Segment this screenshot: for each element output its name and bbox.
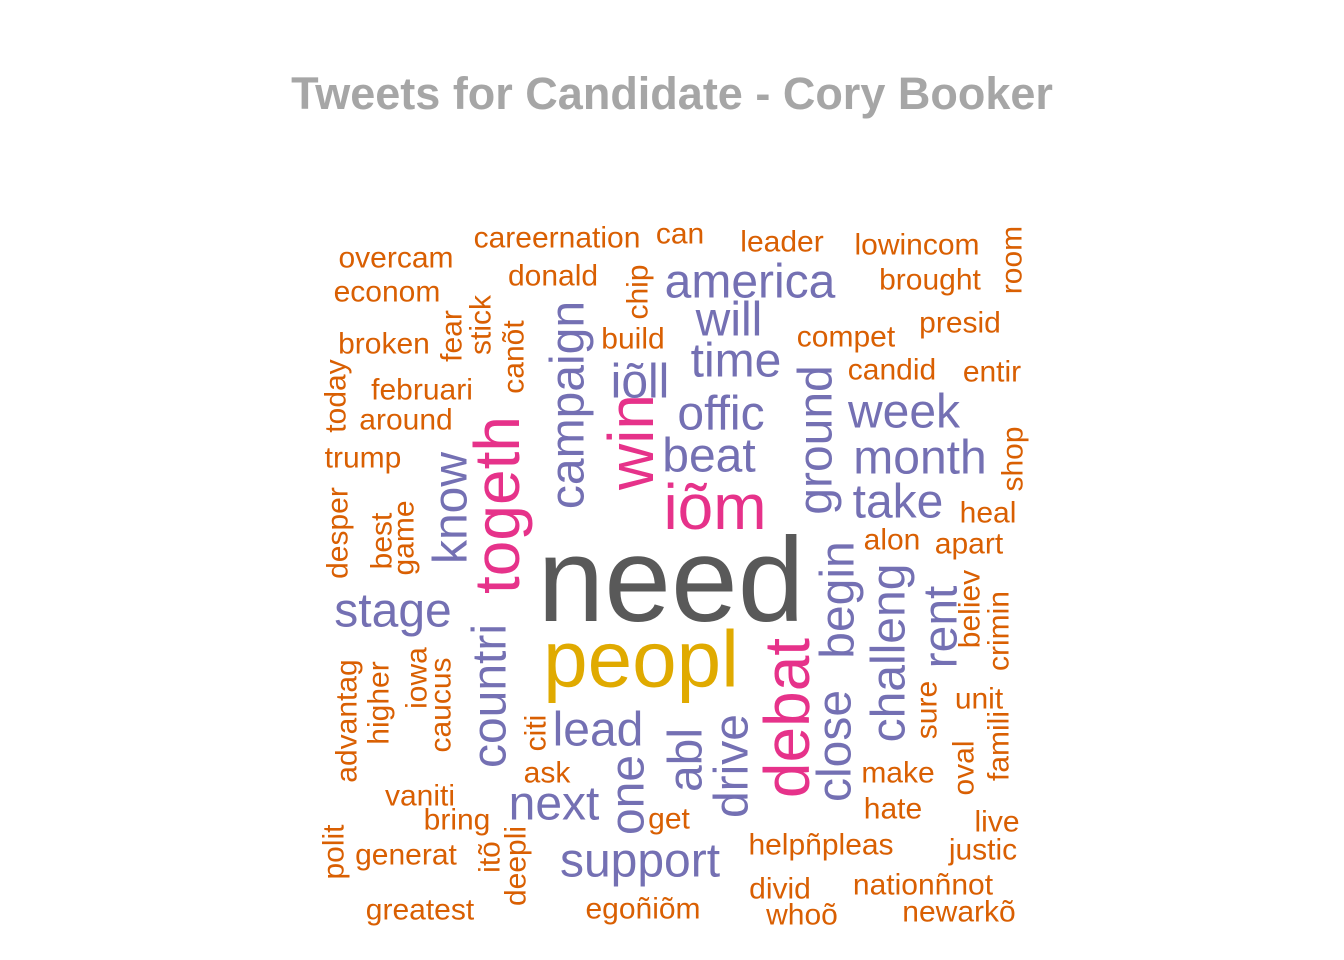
word-iõll: iõll bbox=[611, 356, 670, 409]
word-need: need bbox=[538, 513, 805, 647]
word-desper: desper bbox=[322, 487, 355, 579]
word-famili: famili bbox=[983, 711, 1016, 781]
word-entir: entir bbox=[963, 356, 1021, 389]
word-alon: alon bbox=[864, 524, 921, 557]
word-win: win bbox=[595, 394, 667, 491]
word-support: support bbox=[560, 835, 720, 888]
word-careernation: careernation bbox=[474, 222, 641, 255]
word-itõ: itõ bbox=[474, 841, 507, 873]
word-compet: compet bbox=[797, 321, 896, 354]
word-stick: stick bbox=[465, 294, 498, 355]
word-can: can bbox=[656, 218, 704, 251]
word-crimin: crimin bbox=[983, 591, 1016, 671]
word-drive: drive bbox=[706, 714, 759, 818]
word-debat: debat bbox=[751, 638, 823, 798]
word-iowa: iowa bbox=[401, 647, 434, 709]
word-begin: begin bbox=[812, 541, 865, 658]
word-deepli: deepli bbox=[500, 826, 533, 906]
word-campaign: campaign bbox=[542, 301, 595, 509]
word-econom: econom bbox=[334, 276, 441, 309]
chart-title: Tweets for Candidate - Cory Booker bbox=[291, 68, 1053, 119]
word-ask: ask bbox=[524, 757, 572, 790]
word-togeth: togeth bbox=[461, 416, 533, 594]
word-donald: donald bbox=[508, 260, 598, 293]
word-fear: fear bbox=[436, 310, 469, 362]
word-februari: februari bbox=[371, 374, 473, 407]
word-overcam: overcam bbox=[338, 242, 453, 275]
word-oval: oval bbox=[948, 740, 981, 795]
word-iõm: iõm bbox=[663, 471, 766, 543]
word-challeng: challeng bbox=[863, 564, 916, 743]
word-next: next bbox=[509, 778, 600, 831]
word-unit: unit bbox=[955, 683, 1004, 716]
word-hate: hate bbox=[864, 793, 922, 826]
word-week: week bbox=[847, 386, 961, 439]
word-leader: leader bbox=[740, 226, 823, 259]
word-believ: believ bbox=[954, 570, 987, 648]
word-generat: generat bbox=[355, 839, 457, 872]
word-time: time bbox=[691, 335, 782, 388]
word-polit: polit bbox=[318, 824, 351, 880]
word-advantag: advantag bbox=[331, 659, 364, 782]
word-today: today bbox=[320, 359, 353, 432]
word-broken: broken bbox=[338, 328, 430, 361]
word-know: know bbox=[425, 452, 478, 564]
word-rent: rent bbox=[915, 586, 968, 669]
word-build: build bbox=[601, 323, 664, 356]
word-room: room bbox=[996, 226, 1029, 294]
word-citi: citi bbox=[520, 715, 553, 752]
word-ground: ground bbox=[790, 365, 843, 514]
word-newarkõ: newarkõ bbox=[902, 896, 1015, 929]
word-america: america bbox=[665, 256, 836, 309]
word-justic: justic bbox=[948, 834, 1017, 867]
word-candid: candid bbox=[848, 354, 936, 387]
word-vaniti: vaniti bbox=[385, 780, 455, 813]
word-nationñnot: nationñnot bbox=[853, 869, 994, 902]
word-offic: offic bbox=[677, 388, 764, 441]
word-live: live bbox=[974, 806, 1019, 839]
word-one: one bbox=[602, 755, 655, 835]
word-sure: sure bbox=[911, 681, 944, 739]
word-divid: divid bbox=[749, 873, 811, 906]
word-countri: countri bbox=[464, 624, 517, 768]
word-helpñpleas: helpñpleas bbox=[748, 829, 893, 862]
word-month: month bbox=[853, 432, 986, 485]
word-bring: bring bbox=[424, 804, 491, 837]
word-lead: lead bbox=[553, 704, 644, 757]
word-close: close bbox=[809, 690, 862, 802]
word-best: best bbox=[366, 512, 399, 569]
word-canõt: canõt bbox=[498, 320, 531, 394]
word-brought: brought bbox=[879, 264, 981, 297]
word-stage: stage bbox=[334, 585, 451, 638]
word-make: make bbox=[861, 757, 934, 790]
word-whoõ: whoõ bbox=[765, 899, 838, 932]
word-beat: beat bbox=[662, 430, 755, 483]
word-heal: heal bbox=[960, 497, 1017, 530]
word-around: around bbox=[359, 404, 452, 437]
word-chip: chip bbox=[622, 264, 655, 319]
word-higher: higher bbox=[363, 661, 396, 744]
word-game: game bbox=[388, 500, 421, 575]
word-presid: presid bbox=[919, 307, 1001, 340]
word-caucus: caucus bbox=[425, 657, 458, 752]
word-trump: trump bbox=[325, 442, 402, 475]
word-take: take bbox=[853, 476, 944, 529]
word-abl: abl bbox=[660, 728, 713, 792]
word-apart: apart bbox=[935, 528, 1004, 561]
word-lowincom: lowincom bbox=[854, 229, 979, 262]
word-get: get bbox=[648, 803, 690, 836]
word-peopl: peopl bbox=[543, 615, 739, 704]
word-shop: shop bbox=[997, 426, 1030, 491]
word-egoñiõm: egoñiõm bbox=[585, 893, 700, 926]
word-greatest: greatest bbox=[366, 894, 475, 927]
word-will: will bbox=[695, 294, 763, 347]
